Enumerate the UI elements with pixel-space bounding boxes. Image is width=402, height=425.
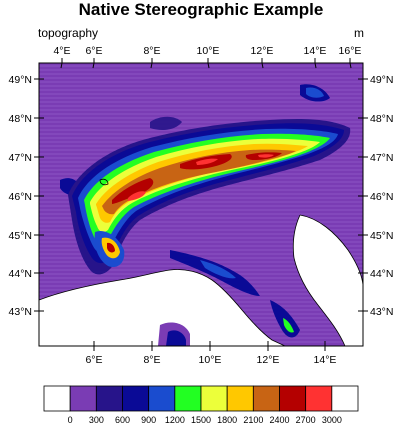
left-string: topography (38, 26, 99, 40)
left-lat-tick-label: 45°N (9, 230, 32, 242)
coastline (293, 257, 346, 346)
apennines-contour (270, 300, 300, 338)
alps-sw-contour (107, 242, 115, 253)
top-lon-tick-mark (92, 62, 95, 69)
colorbar-label: 0 (68, 415, 73, 425)
colorbar-box (200, 385, 228, 412)
top-lon-tick-label: 6°E (85, 45, 102, 57)
left-lat-tick-label: 43°N (9, 306, 32, 318)
right-lat-tick-label: 47°N (370, 152, 393, 164)
colorbar-box (252, 385, 280, 412)
top-lon-tick-label: 16°E (339, 45, 362, 57)
top-lon-tick-label: 12°E (251, 45, 274, 57)
right-lat-tick-label: 46°N (370, 191, 393, 203)
coastline (292, 214, 301, 259)
foothill-contour (150, 116, 182, 130)
colorbar-label: 1800 (217, 415, 237, 425)
alps-contour-3000 (128, 191, 146, 201)
colorbar-box (122, 385, 150, 412)
colorbar-box (148, 385, 176, 412)
lake-outline (99, 178, 109, 186)
right-lat-tick-label: 44°N (370, 268, 393, 280)
top-lon-tick-label: 10°E (197, 45, 220, 57)
apennines-contour (200, 260, 236, 279)
colorbar-box (226, 385, 254, 412)
map-ticks: 4°E 6°E 8°E 10°E 12°E 14°E 16°E 6°E 8°E 10°E 12°E 1… (9, 45, 394, 366)
colorbar-label: 300 (89, 415, 104, 425)
apennines-contour (283, 318, 294, 333)
colorbar-box (43, 385, 71, 412)
colorbar-label: 600 (115, 415, 130, 425)
bottom-lon-tick-label: 8°E (143, 354, 160, 366)
right-lat-tick-label: 43°N (370, 306, 393, 318)
coastline (39, 269, 286, 346)
colorbar: 0 300 600 900 1200 1500 1800 2100 2400 2700 3000 (43, 385, 359, 425)
top-lon-tick-label: 8°E (143, 45, 160, 57)
alps-contour-3000 (196, 158, 218, 165)
colorbar-box (69, 385, 97, 412)
colorbar-label: 1200 (165, 415, 185, 425)
right-string: m (354, 26, 364, 40)
top-lon-tick-mark (349, 62, 352, 69)
right-lat-tick-label: 48°N (370, 113, 393, 125)
alps-contour-2700 (112, 178, 154, 204)
alps-contour-2100 (96, 143, 308, 223)
colorbar-box (279, 385, 307, 412)
bottom-lon-tick-label: 14°E (314, 354, 337, 366)
colorbar-box (174, 385, 202, 412)
colorbar-label: 2100 (243, 415, 263, 425)
map-title: Native Stereographic Example (78, 0, 324, 19)
top-lon-tick-mark (314, 62, 317, 69)
left-lat-tick-label: 47°N (9, 152, 32, 164)
ligurian-sea (130, 282, 232, 346)
colorbar-box (331, 385, 359, 412)
colorbar-label: 2700 (296, 415, 316, 425)
top-lon-tick-label: 14°E (304, 45, 327, 57)
top-lon-tick-mark (207, 62, 210, 69)
adriatic-sea (293, 215, 363, 346)
left-lat-tick-label: 49°N (9, 74, 32, 86)
map-frame (38, 62, 364, 347)
colorbar-label: 2400 (269, 415, 289, 425)
left-lat-tick-label: 44°N (9, 268, 32, 280)
top-lon-tick-mark (261, 62, 264, 69)
left-lat-tick-label: 48°N (9, 113, 32, 125)
coastline (299, 214, 363, 286)
bottom-lon-tick-label: 10°E (199, 354, 222, 366)
map-plot-area (39, 63, 363, 346)
left-lat-tick-label: 46°N (9, 191, 32, 203)
right-lat-tick-label: 49°N (370, 74, 393, 86)
top-lon-tick-mark (60, 62, 63, 69)
bottom-lon-tick-label: 6°E (85, 354, 102, 366)
top-lon-tick-mark (150, 62, 153, 69)
colorbar-box (305, 385, 333, 412)
bottom-lon-tick-label: 12°E (257, 354, 280, 366)
alps-contour-3000 (258, 154, 274, 158)
colorbar-label: 900 (141, 415, 156, 425)
colorbar-box (95, 385, 123, 412)
top-lon-tick-label: 4°E (53, 45, 70, 57)
corsica-contour (166, 330, 186, 346)
right-lat-tick-label: 45°N (370, 230, 393, 242)
colorbar-label: 3000 (322, 415, 342, 425)
foothill-contour (306, 87, 324, 98)
colorbar-label: 1500 (191, 415, 211, 425)
